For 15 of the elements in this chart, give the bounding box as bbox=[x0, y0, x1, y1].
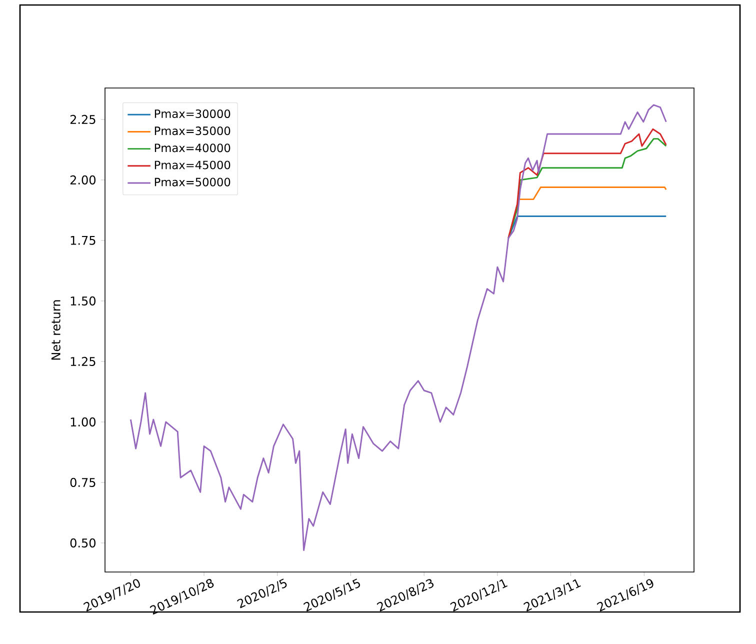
y-tick-label: 1.00 bbox=[70, 417, 96, 426]
legend-label: Pmax=30000 bbox=[154, 109, 230, 118]
line-series bbox=[130, 104, 667, 551]
legend-label: Pmax=40000 bbox=[154, 144, 230, 152]
y-tick-label: 1.75 bbox=[70, 236, 96, 245]
legend-label: Pmax=35000 bbox=[154, 126, 230, 136]
y-tick-label: 2.25 bbox=[70, 114, 96, 124]
legend-label: Pmax=45000 bbox=[154, 160, 230, 170]
y-tick-label: 1.50 bbox=[70, 296, 96, 306]
y-axis-title: Net return bbox=[52, 300, 60, 360]
y-tick-label: 0.50 bbox=[70, 538, 96, 548]
y-tick-label: 2.00 bbox=[70, 175, 96, 184]
legend-label: Pmax=50000 bbox=[154, 178, 230, 186]
y-tick-label: 1.25 bbox=[70, 356, 96, 366]
y-tick-label: 0.75 bbox=[70, 478, 96, 487]
